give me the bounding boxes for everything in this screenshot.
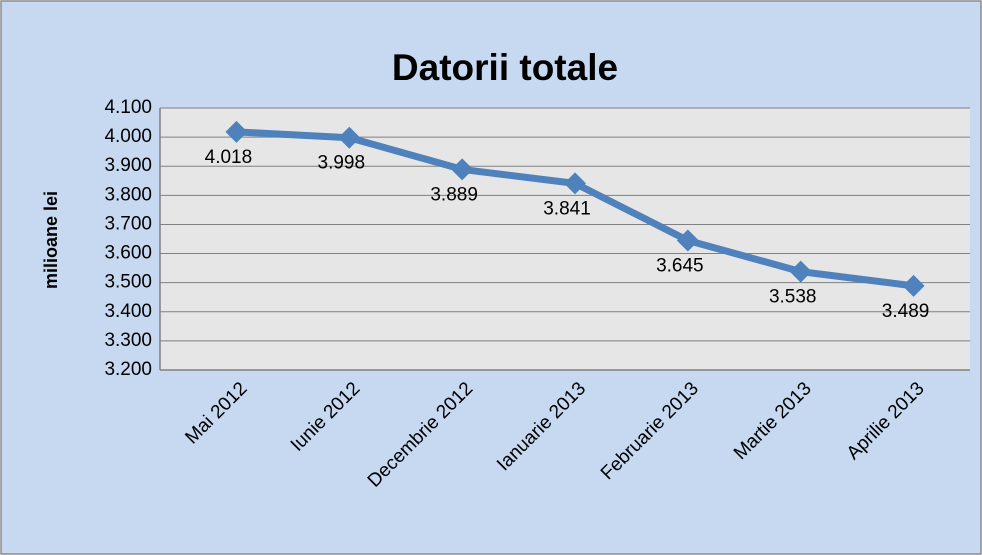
data-label: 3.841	[543, 198, 591, 219]
y-tick-label: 3.800	[104, 184, 152, 205]
y-tick-label: 4.100	[104, 97, 152, 118]
data-marker	[676, 229, 699, 252]
y-tick-label: 3.700	[104, 213, 152, 234]
data-marker	[902, 274, 925, 297]
data-label: 3.645	[656, 255, 704, 276]
data-marker	[338, 126, 361, 149]
data-label: 3.489	[882, 301, 930, 322]
data-label: 3.538	[769, 287, 817, 308]
y-tick-label: 3.300	[104, 330, 152, 351]
y-tick-label: 3.400	[104, 301, 152, 322]
y-tick-label: 3.900	[104, 155, 152, 176]
y-tick-label: 3.600	[104, 243, 152, 264]
data-marker	[225, 120, 248, 143]
data-marker	[564, 172, 586, 195]
y-tick-label: 3.500	[104, 272, 152, 293]
data-marker	[789, 260, 812, 283]
data-label: 3.998	[318, 153, 366, 174]
data-label: 4.018	[205, 147, 253, 168]
y-tick-label: 3.200	[104, 359, 152, 380]
data-label: 3.889	[430, 184, 478, 205]
chart-title: Datorii totale	[392, 47, 618, 88]
data-marker	[451, 158, 474, 181]
y-axis-label: milioane lei	[41, 191, 61, 289]
y-tick-label: 4.000	[104, 126, 152, 147]
plot-area	[160, 108, 970, 370]
